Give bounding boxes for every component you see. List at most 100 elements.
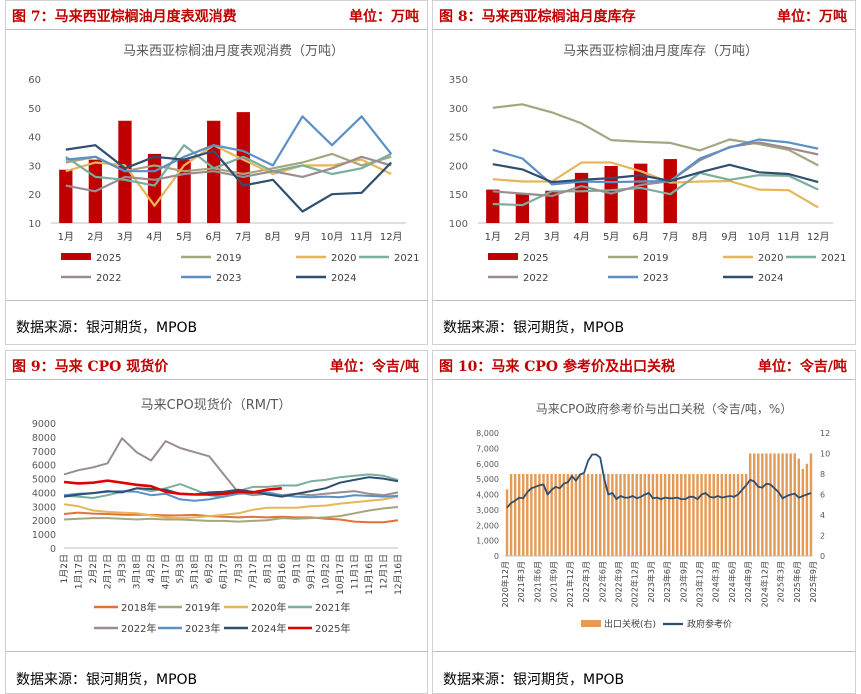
x-tick-label: 10月	[748, 231, 771, 243]
x-tick-label: 5月3日	[175, 554, 186, 583]
y-tick-label: 4000	[32, 488, 56, 499]
x-tick-label: 2022年3月	[581, 561, 591, 602]
x-tick-label: 11月	[350, 231, 373, 243]
bar-export-tax	[773, 453, 776, 556]
bar-export-tax	[594, 474, 598, 556]
series-line-2020年	[63, 495, 399, 520]
bar-export-tax	[530, 474, 533, 556]
bar-2025	[236, 112, 250, 223]
bar-export-tax	[538, 474, 541, 556]
bar-export-tax	[765, 453, 768, 556]
x-tick-label: 12月	[380, 231, 403, 243]
bar-export-tax	[753, 453, 756, 556]
y-tick-label: 2000	[32, 516, 56, 527]
unit-label: 单位：令吉/吨	[757, 359, 847, 375]
x-tick-label: 4月17日	[161, 554, 172, 589]
x-tick-label: 2月17日	[103, 554, 114, 589]
x-tick-label: 2025年3月	[776, 561, 786, 602]
x-tick-label: 6月	[206, 231, 222, 243]
bar-export-tax	[570, 474, 574, 556]
bar-export-tax	[712, 474, 715, 556]
bar-2025	[545, 190, 559, 223]
consumption-chart: 马来西亚棕榈油月度表观消费（万吨） 10 20 30 40 50 60 1月 2月 3月 4月 5月 6…	[28, 43, 419, 284]
legend-label: 2019年	[185, 601, 220, 614]
panel-header: 图 9：马来 CPO 现货价 单位：令吉/吨	[6, 351, 427, 380]
y-tick-label: 20	[28, 190, 41, 201]
bar-export-tax	[627, 474, 630, 556]
bar-export-tax	[546, 474, 549, 556]
chart-title: 马来西亚棕榈油月度表观消费（万吨）	[123, 43, 344, 59]
bar-export-tax	[599, 474, 602, 556]
figure-caption: 图 7：马来西亚棕榈油月度表观消费	[12, 9, 237, 25]
x-tick-label: 2022年12月	[630, 561, 640, 608]
bar-export-tax	[704, 474, 707, 556]
series-line-2019年	[63, 506, 399, 523]
legend-label: 2023年	[185, 622, 220, 635]
legend-label: 2025年	[315, 622, 350, 635]
legend-label: 2024年	[251, 622, 286, 635]
x-tick-label: 1月2日	[59, 554, 70, 583]
y-tick-label: 5000	[32, 475, 56, 486]
y-tick-label: 8000	[32, 433, 56, 444]
bar-export-tax	[720, 474, 724, 556]
bar-export-tax	[728, 474, 732, 556]
y-tick-label-left: 7,000	[476, 444, 499, 453]
x-tick-label: 2024年3月	[711, 561, 721, 602]
bar-export-tax	[736, 474, 740, 556]
bar-export-tax	[708, 474, 711, 556]
bar-export-tax	[639, 474, 642, 556]
panel-header: 图 8：马来西亚棕榈油月度库存 单位：万吨	[433, 1, 855, 30]
bar-export-tax	[566, 474, 570, 556]
x-tick-label: 10月17日	[335, 554, 346, 595]
x-tick-label: 2021年6月	[532, 561, 542, 602]
figure-caption: 图 8：马来西亚棕榈油月度库存	[439, 9, 636, 25]
divider	[6, 300, 427, 301]
source-note: 数据来源：银河期货，MPOB	[443, 320, 625, 336]
x-tick-label: 2020年12月	[500, 561, 510, 608]
y-tick-label-left: 8,000	[476, 429, 499, 438]
bar-export-tax	[558, 474, 561, 556]
x-tick-label: 2月2日	[88, 554, 99, 583]
bar-2025	[663, 159, 677, 223]
legend-label: 2022年	[121, 622, 156, 635]
x-tick-label: 2021年9月	[549, 561, 559, 602]
panel-ref-price: 图 10：马来 CPO 参考价及出口关税 单位：令吉/吨 马来CPO政府参考价与…	[432, 350, 856, 694]
x-tick-label: 11月16日	[364, 554, 375, 595]
y-tick-label-right: 12	[820, 429, 830, 438]
x-tick-label: 2024年12月	[759, 561, 769, 608]
bar-2025	[59, 169, 73, 223]
x-tick-label: 6月	[633, 231, 649, 243]
y-tick-label: 9000	[32, 419, 56, 430]
series-line-2019	[492, 103, 819, 167]
bar-export-tax	[744, 474, 748, 556]
x-tick-label: 12月16日	[393, 554, 404, 595]
legend-label: 2021年	[315, 601, 350, 614]
unit-label: 单位：万吨	[777, 9, 847, 25]
bar-export-tax	[578, 474, 582, 556]
bar-export-tax	[635, 474, 638, 556]
series-line-2024	[492, 163, 819, 184]
bar-export-tax	[809, 453, 813, 556]
bar-export-tax	[761, 453, 764, 556]
x-tick-label: 1月	[485, 231, 501, 243]
panel-inventory: 图 8：马来西亚棕榈油月度库存 单位：万吨 马来西亚棕榈油月度库存（万吨） 100…	[432, 0, 856, 345]
y-tick-label-left: 2,000	[476, 521, 499, 530]
x-tick-label: 12月	[807, 231, 830, 243]
x-tick-label: 2月	[87, 231, 103, 243]
bar-export-tax	[716, 474, 719, 556]
x-tick-label: 3月3日	[117, 554, 128, 583]
x-tick-label: 2月	[514, 231, 530, 243]
bar-export-tax	[724, 474, 728, 556]
legend-label: 2019	[216, 253, 241, 264]
source-note: 数据来源：银河期货，MPOB	[16, 320, 198, 336]
divider	[433, 651, 855, 652]
chart-title: 马来CPO现货价（RM/T）	[141, 397, 292, 413]
y-tick-label: 150	[449, 190, 468, 201]
legend-label: 2021	[821, 253, 846, 264]
y-tick-label: 10	[28, 219, 41, 230]
x-tick-label: 7月17日	[248, 554, 259, 589]
bar-export-tax	[671, 474, 675, 556]
legend-label: 2022	[96, 273, 121, 284]
series-line-ref-price	[506, 453, 812, 509]
y-tick-label-right: 4	[820, 511, 825, 520]
